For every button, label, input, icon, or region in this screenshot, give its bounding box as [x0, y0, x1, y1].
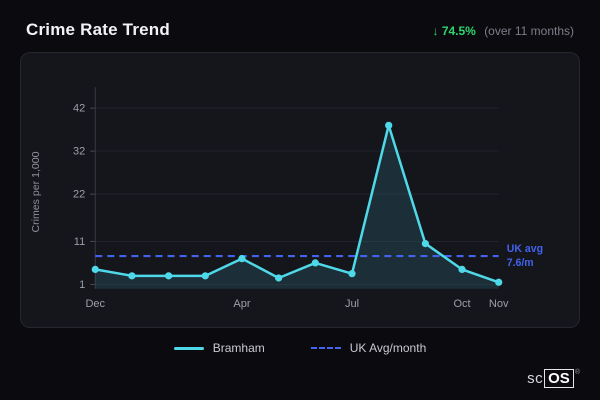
svg-text:42: 42: [73, 103, 85, 115]
dashed-line-swatch-icon: [310, 347, 341, 349]
svg-text:UK avg: UK avg: [507, 243, 543, 255]
page-header: Crime Rate Trend ↓ 74.5% (over 11 months…: [0, 0, 600, 52]
trend-delta-value: 74.5%: [441, 24, 476, 38]
svg-text:Crimes per 1,000: Crimes per 1,000: [30, 151, 42, 232]
legend-item-uk-avg: UK Avg/month: [310, 341, 427, 355]
chart-card: 1 11 22 32 42 Dec Apr Jul Oct Nov Crimes per 1,000…: [20, 52, 580, 328]
svg-text:22: 22: [73, 189, 85, 201]
trend-stat: ↓ 74.5% (over 11 months): [432, 24, 574, 38]
legend-label: Bramham: [212, 341, 265, 355]
logo-boxed-text: OS: [544, 369, 574, 388]
registered-trademark-icon: ®: [574, 369, 580, 376]
down-arrow-icon: ↓: [432, 24, 439, 38]
svg-text:Apr: Apr: [233, 298, 250, 310]
svg-text:Dec: Dec: [85, 298, 105, 310]
scos-logo: sc OS ®: [527, 369, 580, 389]
logo-prefix: sc: [527, 370, 544, 387]
solid-line-swatch-icon: [173, 346, 204, 350]
svg-text:32: 32: [73, 146, 85, 158]
chart-legend: Bramham UK Avg/month: [0, 341, 600, 355]
legend-item-bramham: Bramham: [173, 341, 265, 355]
svg-text:Nov: Nov: [489, 298, 509, 310]
trend-period-note: (over 11 months): [484, 24, 574, 38]
page-title: Crime Rate Trend: [26, 20, 170, 39]
svg-text:Jul: Jul: [345, 298, 359, 310]
svg-text:Oct: Oct: [453, 298, 470, 310]
svg-text:11: 11: [74, 236, 85, 248]
legend-label: UK Avg/month: [349, 341, 427, 355]
svg-text:1: 1: [79, 279, 85, 291]
svg-text:7.6/m: 7.6/m: [507, 257, 534, 269]
